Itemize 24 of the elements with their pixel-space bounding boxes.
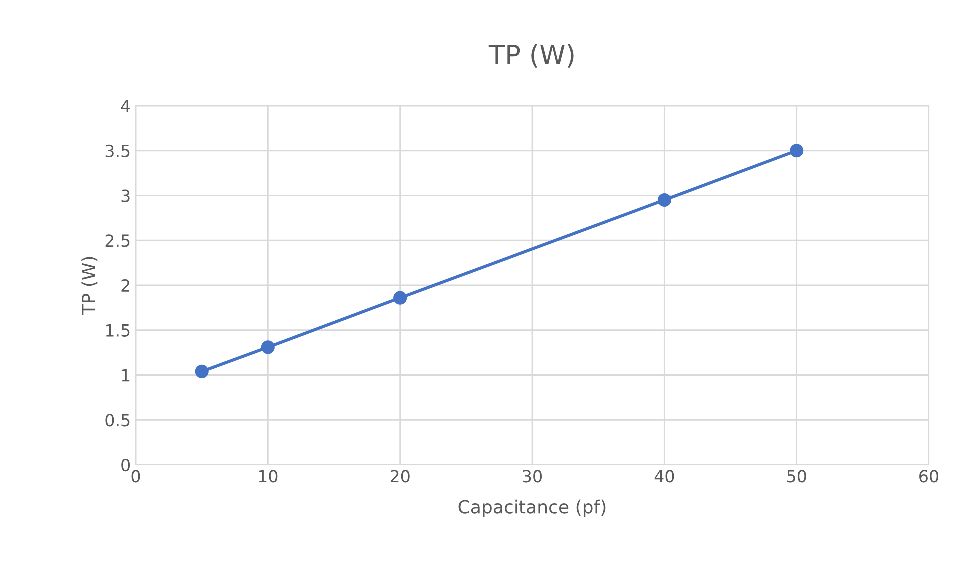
point — [195, 364, 209, 378]
x-tick-label: 60 — [920, 470, 938, 483]
y-axis-title: TP (W) — [82, 257, 98, 316]
point — [394, 291, 408, 305]
x-tick-label: 30 — [523, 470, 542, 483]
y-tick-label: 2 — [122, 279, 130, 292]
y-tick-label: 0 — [122, 458, 130, 472]
y-tick-label: 3 — [122, 190, 130, 202]
chart-title: TP (W) — [488, 44, 574, 68]
y-tick-label: 2.5 — [106, 234, 130, 248]
y-tick-label: 1 — [122, 369, 130, 382]
x-tick-label: 50 — [788, 470, 806, 483]
point — [261, 340, 275, 354]
y-tick-label: 3.5 — [106, 144, 130, 158]
x-tick-label: 20 — [390, 470, 410, 483]
point — [790, 144, 804, 158]
y-tick-label: 1.5 — [106, 324, 130, 337]
point — [658, 193, 672, 208]
y-tick-label: 4 — [121, 100, 130, 112]
x-tick-label: 40 — [654, 470, 674, 483]
x-axis-title: Capacitance (pf) — [458, 500, 606, 518]
y-tick-label: 0.5 — [106, 414, 130, 427]
x-tick-label: 10 — [259, 470, 278, 483]
x-tick-label: 0 — [132, 470, 140, 483]
